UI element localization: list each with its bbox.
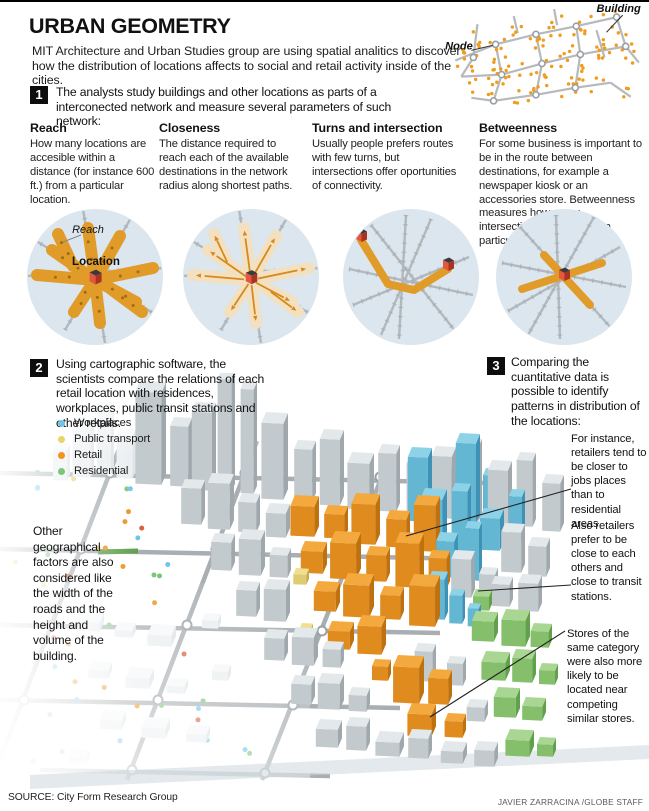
legend-label: Residential [74, 465, 129, 477]
building-label: Building [597, 3, 642, 15]
legend-item-retail: Retail [58, 447, 150, 463]
step-3-badge: 3 [487, 357, 505, 375]
closeness-diagram [183, 209, 319, 345]
workplaces-dot-icon [58, 419, 65, 427]
parameter-name: Reach [30, 121, 67, 135]
legend-item-residential: Residential [58, 463, 150, 479]
left-note: Other geographical factors are also cons… [33, 524, 114, 663]
parameter-turns: Turns and intersection Usually people pr… [312, 121, 462, 194]
legend-label: Public transport [74, 433, 151, 445]
step-2-badge: 2 [30, 359, 48, 377]
step-1-badge: 1 [30, 86, 48, 104]
city-3d-map [0, 373, 649, 811]
legend-label: Workplaces [74, 417, 132, 429]
public-transport-dot-icon [58, 435, 65, 443]
parameter-name: Betweenness [479, 121, 558, 135]
right-note-1: For instance, retailers tend to be close… [571, 433, 647, 530]
right-note-2: Also retailers prefer to be close to eac… [571, 520, 642, 603]
top-rule [0, 0, 649, 2]
location-label: Location [72, 256, 120, 268]
right-note-3: Stores of the same category were also mo… [567, 628, 643, 725]
source-line: SOURCE: City Form Research Group [8, 792, 178, 803]
parameter-description: The distance required to reach each of t… [159, 138, 293, 192]
legend-label: Retail [74, 449, 103, 461]
residential-dot-icon [58, 467, 65, 475]
step-3-text: Comparing the cuantitative data is possi… [511, 355, 640, 428]
parameter-description: Usually people prefers routes with few t… [312, 138, 457, 192]
node-label: Node [445, 40, 473, 52]
parameter-name: Turns and intersection [312, 121, 443, 135]
legend-item-public-transport: Public transport [58, 431, 150, 447]
parameter-description: How many locations are accesible within … [30, 138, 155, 206]
step-1-text: The analysts study buildings and other l… [56, 85, 392, 129]
retail-dot-icon [58, 451, 65, 459]
turns-diagram [343, 209, 479, 345]
reach-label: Reach [72, 224, 104, 236]
parameter-name: Closeness [159, 121, 221, 135]
reach-diagram: Reach Location [27, 209, 163, 345]
legend-item-workplaces: Workplaces [58, 415, 150, 431]
map-legend: Workplaces Public transport Retail Resid… [58, 415, 150, 479]
parameter-reach: Reach How many locations are accesible w… [30, 121, 156, 207]
betweenness-diagram [496, 209, 632, 345]
parameter-closeness: Closeness The distance required to reach… [159, 121, 301, 194]
intro-text: MIT Architecture and Urban Studies group… [32, 44, 461, 88]
step-2-text: Using cartographic software, the scienti… [56, 357, 265, 430]
street-network-diagram: Building Node [445, 3, 642, 105]
page-title: URBAN GEOMETRY [29, 14, 231, 38]
credit-line: JAVIER ZARRACINA /GLOBE STAFF [497, 797, 643, 807]
